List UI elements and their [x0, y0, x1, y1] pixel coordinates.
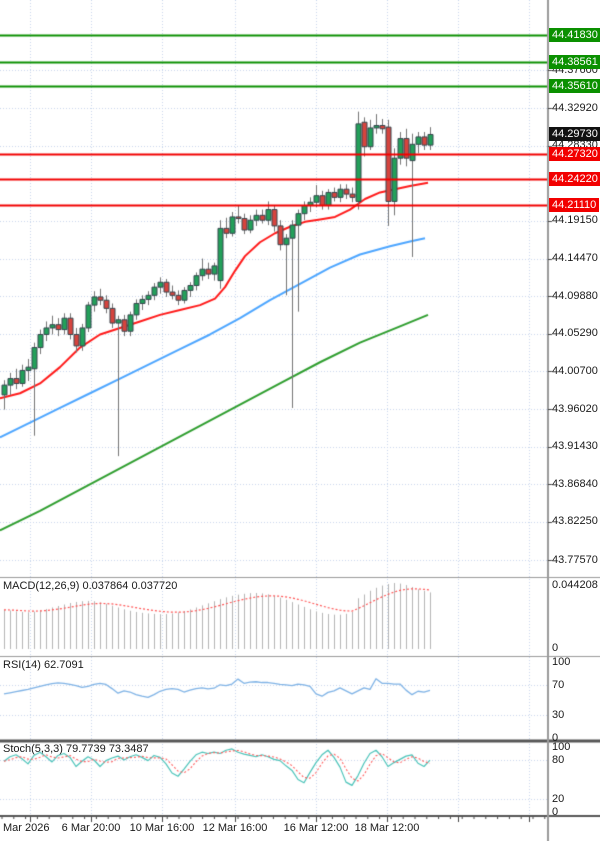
price-tick-label: 44.00700 [552, 364, 598, 377]
macd-scale-top-label: 0.044208 [552, 579, 598, 591]
price-tick-label: 43.91430 [552, 440, 598, 453]
stoch-scale-label: 80 [552, 754, 565, 766]
main-price-panel[interactable] [0, 0, 548, 577]
support-price-badge: 44.27320 [549, 146, 600, 161]
rsi-name: RSI(14) [3, 659, 41, 671]
price-tick-label: 43.77570 [552, 553, 598, 566]
rsi-scale-label: 30 [552, 709, 565, 722]
stoch-value-main: 79.7739 [65, 743, 106, 755]
price-tick-label: 44.32920 [552, 101, 598, 114]
price-tick-label: 44.19150 [552, 214, 598, 227]
x-axis-date-label: Mar 2026 [3, 822, 50, 834]
price-tick-label: 43.86840 [552, 477, 598, 490]
rsi-scale-label: 0 [552, 732, 559, 744]
resistance-price-badge: 44.35610 [549, 79, 600, 94]
x-axis-date-label: 12 Mar 16:00 [202, 822, 268, 834]
price-tick-label: 43.96020 [552, 402, 598, 415]
x-axis-date-label: 10 Mar 16:00 [129, 822, 195, 834]
resistance-price-badge: 44.41830 [549, 28, 600, 43]
stoch-scale-label: 20 [552, 793, 565, 805]
rsi-scale-label: 100 [552, 656, 571, 668]
resistance-price-badge: 44.38561 [549, 55, 600, 70]
stoch-label: Stoch(5,3,3) 79.7739 73.3487 [3, 743, 149, 756]
stoch-value-signal: 73.3487 [108, 743, 149, 755]
x-axis-date-label: 16 Mar 12:00 [283, 822, 349, 834]
price-tick-label: 44.09880 [552, 289, 598, 302]
rsi-scale-label: 70 [552, 678, 565, 691]
stoch-name: Stoch(5,3,3) [3, 743, 63, 755]
rsi-label: RSI(14) 62.7091 [3, 659, 84, 672]
current-price-badge: 44.29730 [549, 127, 600, 142]
x-axis-date-label: 18 Mar 12:00 [354, 822, 420, 834]
price-tick-label: 43.82250 [552, 515, 598, 528]
macd-label: MACD(12,26,9) 0.037864 0.037720 [3, 580, 177, 593]
price-tick-label: 44.14470 [552, 252, 598, 265]
stoch-scale-label: 100 [552, 741, 571, 753]
rsi-value: 62.7091 [43, 659, 84, 671]
support-price-badge: 44.21110 [549, 197, 600, 212]
support-price-badge: 44.24220 [549, 172, 600, 187]
macd-value-main: 0.037864 [82, 580, 129, 592]
price-tick-label: 44.05290 [552, 327, 598, 340]
macd-value-signal: 0.037720 [131, 580, 178, 592]
stoch-scale-label: 0 [552, 806, 559, 818]
macd-scale-zero-label: 0 [552, 642, 559, 654]
x-axis-date-label: 6 Mar 20:00 [61, 822, 121, 834]
macd-name: MACD(12,26,9) [3, 580, 80, 592]
